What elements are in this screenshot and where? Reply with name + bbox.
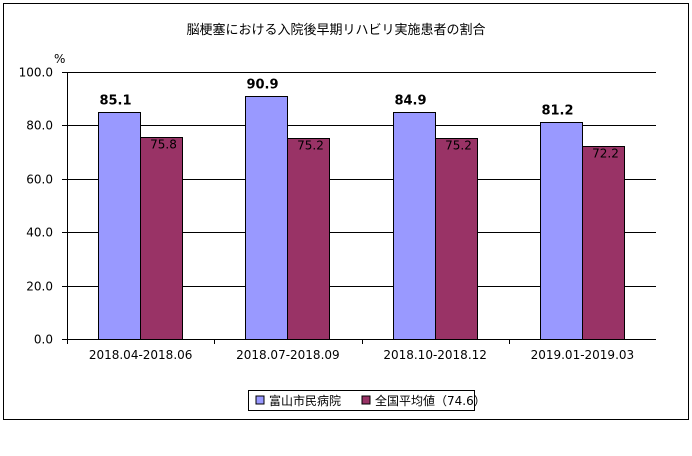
data-label-national: 75.2 xyxy=(297,139,324,153)
legend-marker-hospital xyxy=(255,395,265,405)
bar-national xyxy=(140,137,183,340)
bar-hospital xyxy=(98,112,141,340)
legend-label-hospital: 富山市民病院 xyxy=(269,393,341,408)
legend-label-national: 全国平均値（74.6） xyxy=(375,393,486,408)
y-tick-label: 100.0 xyxy=(19,66,53,80)
chart-title: 脳梗塞における入院後早期リハビリ実施患者の割合 xyxy=(186,22,485,38)
bar-national xyxy=(435,138,478,340)
bar-national xyxy=(582,146,625,340)
data-label-national: 75.2 xyxy=(445,139,472,153)
labels-layer: 0.0 20.0 40.0 60.0 80.0 100.0 2018.04-2018.06 8… xyxy=(19,66,635,363)
bars-layer xyxy=(98,96,625,340)
data-label-hospital: 84.9 xyxy=(394,94,426,109)
data-label-hospital: 90.9 xyxy=(246,78,278,93)
data-label-hospital: 85.1 xyxy=(99,94,131,109)
y-tick-label: 20.0 xyxy=(26,280,53,294)
x-tick-label: 2019.01-2019.03 xyxy=(531,348,635,362)
bar-hospital xyxy=(245,96,288,340)
data-label-national: 72.2 xyxy=(592,147,619,161)
x-tick-label: 2018.07-2018.09 xyxy=(236,348,340,362)
y-tick-label: 40.0 xyxy=(26,226,53,240)
y-axis-label: % xyxy=(54,52,65,66)
legend-marker-national xyxy=(361,395,371,405)
y-tick-label: 0.0 xyxy=(34,333,53,347)
bar-hospital xyxy=(540,122,583,340)
data-label-national: 75.8 xyxy=(150,138,177,152)
bar-national xyxy=(287,138,330,340)
y-tick-label: 60.0 xyxy=(26,173,53,187)
bar-hospital xyxy=(393,112,436,340)
y-tick-label: 80.0 xyxy=(26,119,53,133)
x-tick-label: 2018.04-2018.06 xyxy=(89,348,193,362)
x-tick-label: 2018.10-2018.12 xyxy=(383,348,487,362)
data-label-hospital: 81.2 xyxy=(541,104,573,119)
legend: 富山市民病院 全国平均値（74.6） xyxy=(248,390,486,411)
